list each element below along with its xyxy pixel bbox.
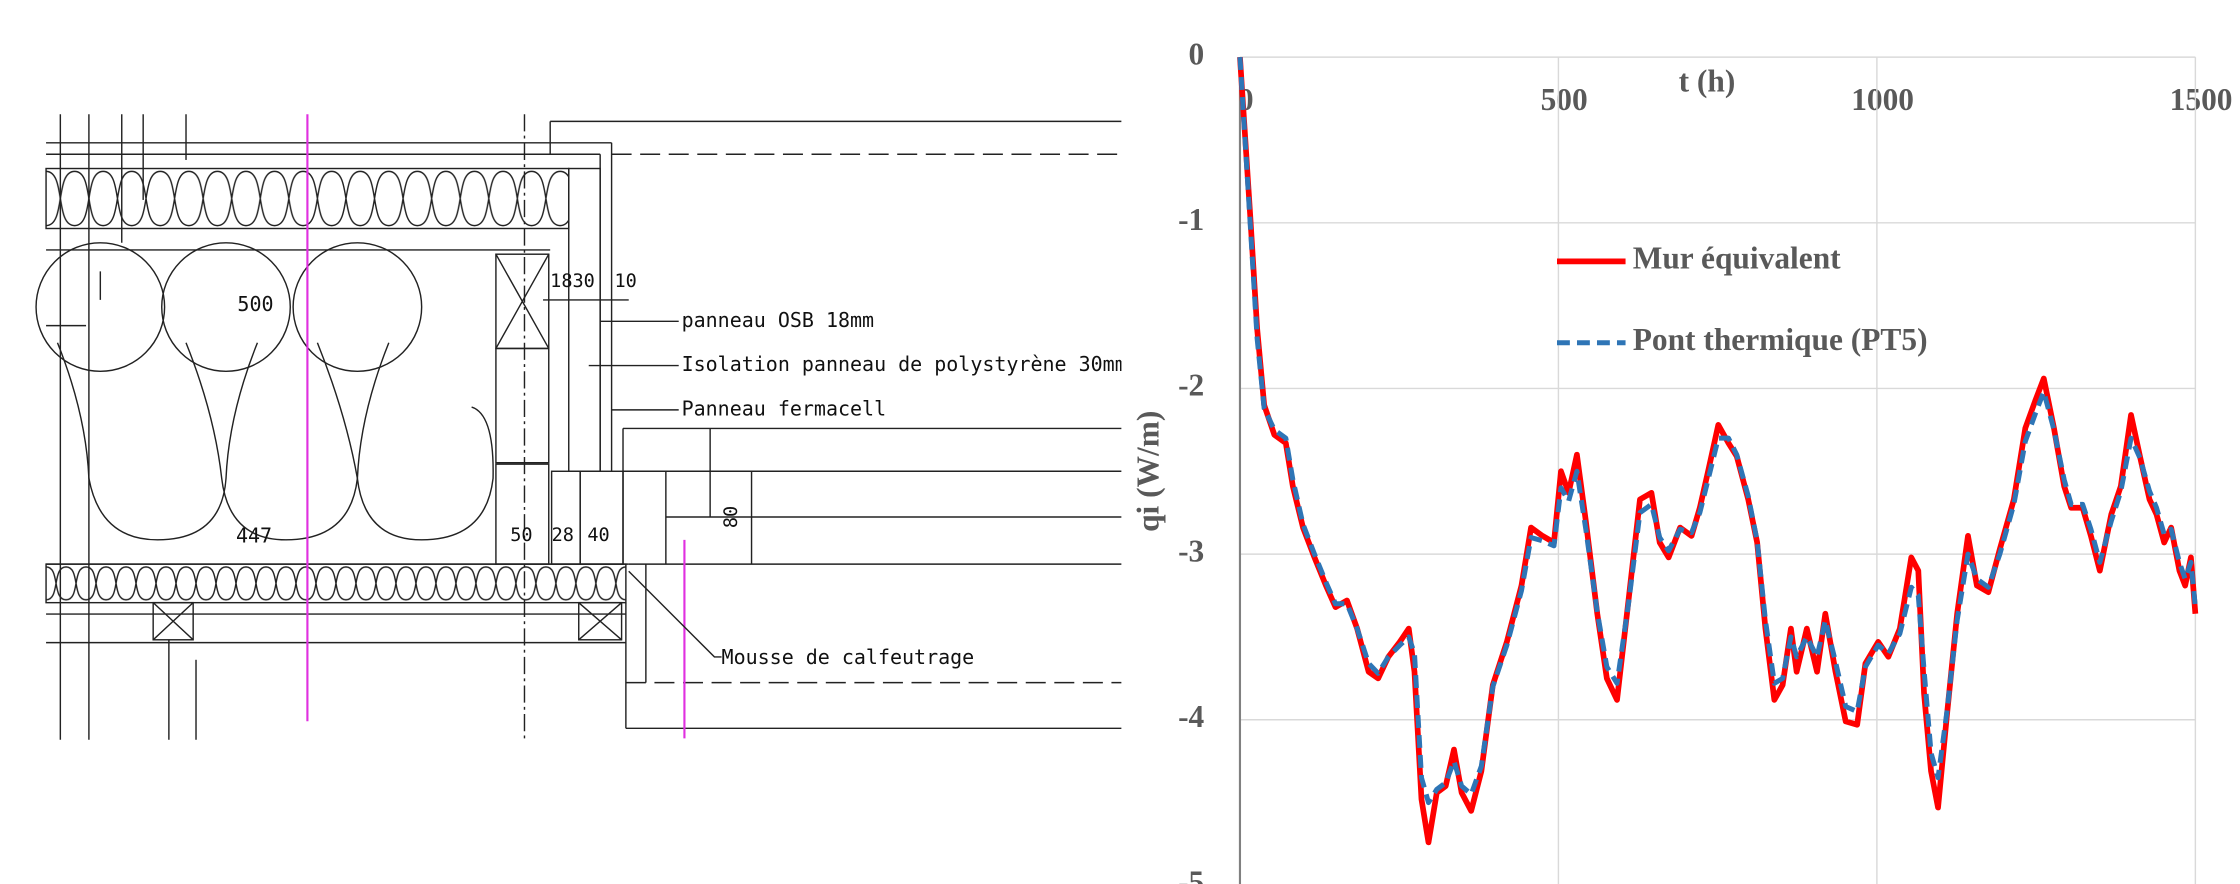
label: Panneau fermacell: [682, 396, 887, 420]
x-axis-label: t (h): [1679, 63, 1736, 98]
dimension: 40: [587, 525, 609, 546]
dimension: 80: [721, 506, 742, 528]
legend-label: Mur équivalent: [1633, 241, 1841, 276]
dimension: 50: [510, 525, 532, 546]
label: panneau OSB 18mm: [682, 308, 875, 332]
dimension: 1830: [550, 271, 595, 292]
x-tick-label: 500: [1541, 82, 1588, 117]
x-tick-label: 1500: [2170, 82, 2233, 117]
construction-drawing: panneau OSB 18mm Isolation panneau de po…: [36, 114, 1127, 740]
y-tick-label: -5: [1178, 865, 1204, 884]
dimension: 500: [237, 292, 273, 316]
y-tick-label: -4: [1178, 699, 1204, 734]
label: Mousse de calfeutrage: [722, 645, 975, 669]
y-tick-label: -3: [1178, 533, 1204, 568]
y-axis-label: qi (W/m): [1131, 411, 1166, 532]
dimension: 447: [236, 523, 272, 547]
y-tick-label: -1: [1178, 202, 1204, 237]
y-tick-label: -2: [1178, 368, 1204, 403]
dimension: 28: [552, 525, 574, 546]
label: Isolation panneau de polystyrène 30mm: [682, 352, 1127, 376]
x-tick-label: 1000: [1851, 82, 1914, 117]
page: panneau OSB 18mm Isolation panneau de po…: [0, 0, 2240, 884]
legend-label: Pont thermique (PT5): [1633, 322, 1928, 357]
insulation-bottom: [46, 564, 626, 603]
plot-area: [1240, 57, 2195, 842]
dimension: 10: [614, 271, 636, 292]
y-tick-label: 0: [1189, 36, 1205, 71]
